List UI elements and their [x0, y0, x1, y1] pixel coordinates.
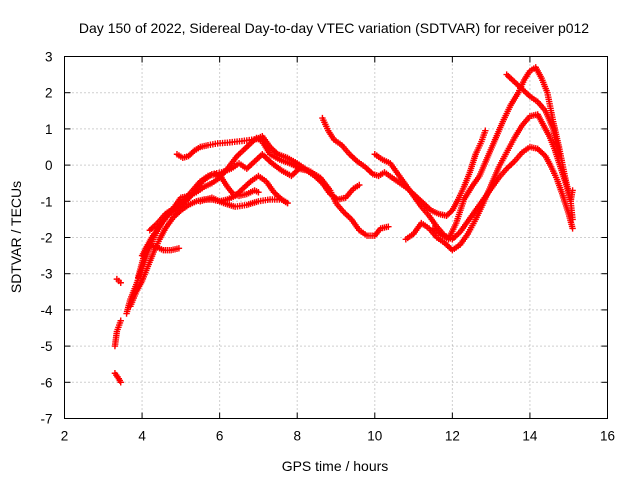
y-tick-label: -7: [40, 412, 52, 427]
data-points: [111, 64, 576, 386]
series-track-9: [173, 132, 316, 178]
x-tick-label: 10: [367, 429, 382, 444]
y-tick-label: -2: [40, 231, 52, 246]
y-tick-label: -4: [40, 303, 52, 318]
series-track-1: [111, 317, 124, 350]
y-axis-label: SDTVAR / TECUs: [8, 181, 24, 293]
y-tick-label: 3: [45, 50, 53, 65]
series-track-15: [503, 71, 563, 158]
x-tick-label: 12: [445, 429, 460, 444]
x-tick-label: 8: [293, 429, 301, 444]
grid: [64, 56, 608, 419]
x-axis-label: GPS time / hours: [282, 458, 389, 474]
x-tick-label: 14: [522, 429, 538, 444]
data-point: [569, 225, 576, 232]
chart-title: Day 150 of 2022, Sidereal Day-to-day VTE…: [79, 20, 589, 36]
data-point: [175, 245, 183, 252]
data-point: [117, 279, 124, 286]
y-tick-label: -3: [40, 267, 52, 282]
series-track-2: [111, 370, 124, 386]
x-tick-label: 4: [138, 429, 146, 444]
series-track-7: [138, 241, 183, 259]
y-tick-label: 0: [45, 158, 53, 173]
data-point: [569, 216, 576, 223]
data-point: [117, 379, 124, 386]
data-point: [555, 151, 563, 158]
data-point: [255, 189, 262, 196]
data-point: [117, 317, 124, 324]
series-track-3: [113, 275, 124, 286]
x-tick-label: 16: [600, 429, 615, 444]
series-track-14: [429, 64, 576, 243]
data-point: [569, 187, 576, 194]
data-point: [356, 181, 363, 189]
x-tick-label: 6: [216, 429, 224, 444]
series-track-10: [197, 194, 291, 210]
y-tick-label: -6: [40, 375, 52, 390]
data-point: [284, 199, 291, 207]
y-tick-label: -1: [40, 194, 52, 209]
data-point: [309, 170, 316, 178]
y-tick-label: 2: [45, 86, 53, 101]
plot-frame: [64, 56, 608, 419]
series-track-13: [402, 111, 576, 254]
x-tick-label: 2: [61, 429, 69, 444]
series-track-6: [134, 151, 363, 281]
data-point: [482, 127, 489, 134]
y-tick-label: -5: [40, 339, 52, 354]
data-point: [385, 223, 392, 230]
y-tick-label: 1: [45, 122, 53, 137]
